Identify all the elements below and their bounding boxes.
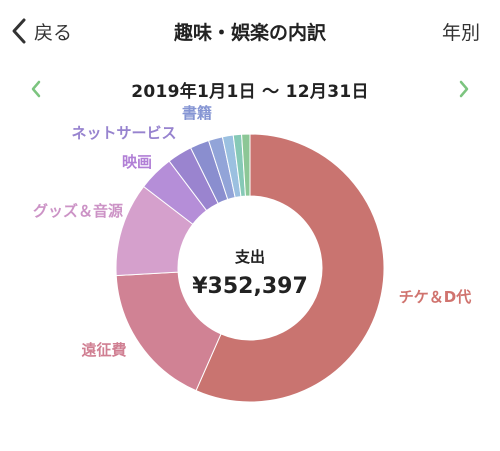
center-total-value: ¥352,397 [192,274,308,299]
chevron-left-icon [31,80,41,98]
donut-slices [115,133,385,403]
previous-period-button[interactable] [24,77,48,101]
chevron-left-icon [12,18,26,44]
chevron-right-icon [459,80,469,98]
center-label: 支出 [234,248,265,266]
yearly-toggle-button[interactable]: 年別 [441,22,480,44]
category-label-6: 書籍 [182,104,212,122]
category-label-5: ネットサービス [71,124,176,142]
donut-slice-1[interactable] [195,133,385,403]
back-button-label: 戻る [34,21,73,44]
date-range-selector: 2019年1月1日 〜 12月31日 [0,75,500,103]
category-label-3: グッズ＆音源 [33,202,123,220]
back-button[interactable]: 戻る [10,16,72,46]
donut-slice-10[interactable] [241,133,251,197]
category-label-2: 遠征費 [81,341,126,359]
category-label-4: 映画 [122,153,152,171]
date-range-label: 2019年1月1日 〜 12月31日 [131,82,369,102]
next-period-button[interactable] [452,77,476,101]
category-label-1: チケ＆D代 [399,288,471,306]
